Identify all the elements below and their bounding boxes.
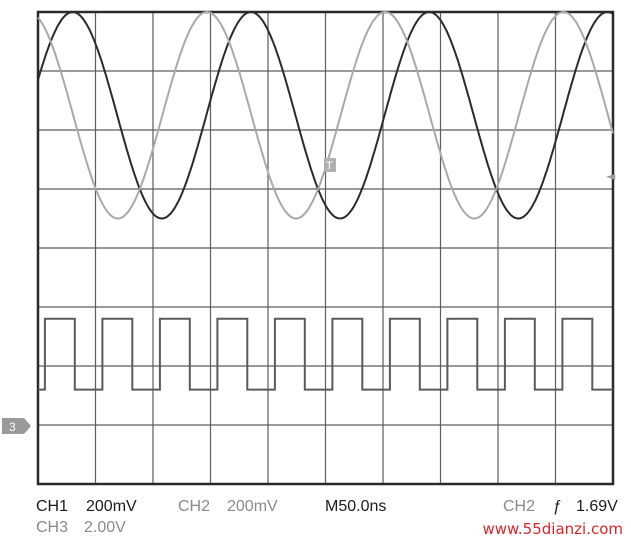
watermark-text: www.55dianzi.com (482, 520, 623, 538)
trigger-time-marker (324, 158, 336, 172)
ch3-ground-label: 3 (9, 420, 16, 434)
graticule-grid (36, 10, 615, 486)
trigger-right-marker: ◄ (606, 169, 616, 183)
ch1-scale: 200mV (86, 498, 137, 515)
graticule-border (36, 10, 615, 486)
timebase-readout: M50.0ns (325, 498, 387, 515)
trigger-slope-icon: ƒ (553, 498, 562, 515)
ch3-scale: 2.00V (84, 519, 126, 536)
trigger-time-label: T (326, 160, 333, 172)
ch1-label: CH1 (36, 498, 69, 515)
ch3-label: CH3 (36, 519, 69, 536)
channel-markers: 3 ◄ T (2, 158, 616, 434)
ch2-scale: 200mV (227, 498, 278, 515)
trigger-level: 1.69V (576, 498, 618, 515)
trace-ch1 (37, 10, 614, 220)
ch3-ground-marker (2, 418, 31, 434)
ch2-label: CH2 (178, 498, 211, 515)
trigger-source: CH2 (503, 498, 536, 515)
trace-ch3 (38, 317, 613, 391)
